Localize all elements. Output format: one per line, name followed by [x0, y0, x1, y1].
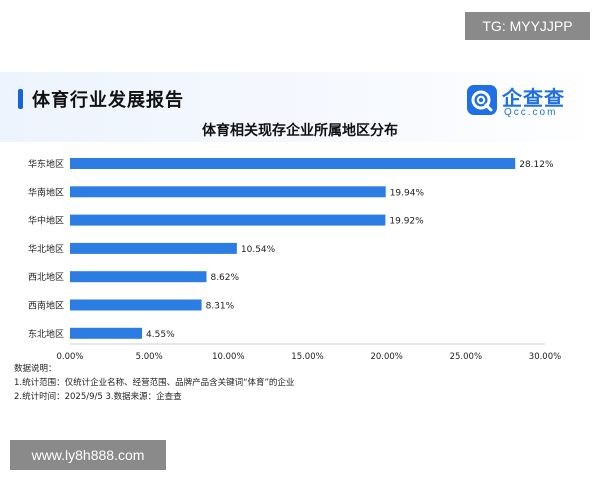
data-label: 19.92%	[389, 217, 424, 227]
data-label: 4.55%	[146, 330, 175, 340]
data-label: 28.12%	[519, 160, 554, 170]
bar	[70, 158, 516, 169]
category-label: 东北地区	[28, 328, 64, 340]
x-tick-label: 25.00%	[450, 352, 482, 362]
top-watermark: TG: MYYJJPP	[465, 12, 590, 40]
title-accent-bar	[18, 89, 23, 109]
category-label: 华北地区	[28, 243, 64, 255]
bar	[70, 242, 237, 254]
notes-line-1: 1.统计范围：仅统计企业名称、经营范围、品牌产品含关键词“体育”的企业	[14, 378, 295, 388]
category-label: 华南地区	[28, 186, 64, 198]
report-card	[0, 72, 600, 410]
bottom-watermark: www.ly8h888.com	[10, 440, 166, 470]
data-notes: 数据说明： 1.统计范围：仅统计企业名称、经营范围、品牌产品含关键词“体育”的企…	[14, 362, 294, 404]
notes-heading: 数据说明：	[14, 364, 57, 374]
report-title: 体育行业发展报告	[32, 90, 184, 111]
x-tick-label: 30.00%	[529, 352, 561, 362]
x-tick-label: 10.00%	[212, 352, 244, 362]
category-label: 华东地区	[28, 158, 64, 170]
x-tick-label: 20.00%	[370, 352, 402, 362]
logo-text: 企查查	[502, 86, 565, 110]
qcc-logo-icon	[467, 85, 497, 115]
bar	[70, 186, 386, 198]
category-label: 西南地区	[28, 300, 64, 312]
x-tick-label: 5.00%	[136, 352, 163, 362]
notes-line-2: 2.统计时间：2025/9/5 3.数据来源：企查查	[14, 392, 182, 402]
bar	[70, 271, 207, 283]
logo-subtext: Qcc.com	[504, 107, 558, 118]
data-label: 8.62%	[210, 273, 239, 283]
x-tick-label: 15.00%	[291, 352, 323, 362]
data-label: 19.94%	[390, 188, 425, 198]
bar	[70, 214, 386, 226]
category-label: 华中地区	[28, 215, 64, 227]
chart-title: 体育相关现存企业所属地区分布	[202, 123, 398, 139]
bar	[70, 327, 143, 339]
data-label: 10.54%	[241, 245, 276, 255]
data-label: 8.31%	[206, 302, 235, 312]
x-tick-label: 0.00%	[56, 352, 83, 362]
category-label: 西北地区	[28, 271, 64, 283]
bar	[70, 299, 202, 311]
